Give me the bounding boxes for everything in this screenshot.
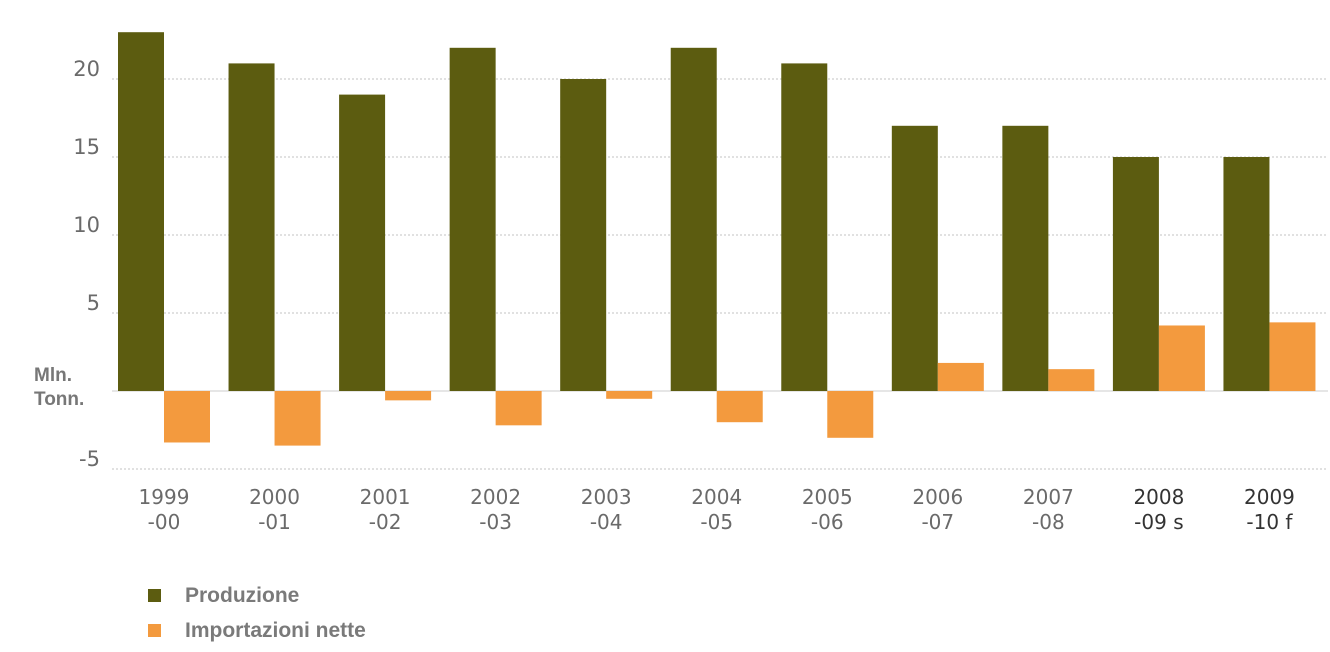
x-tick-label-year: 2008: [1133, 485, 1184, 509]
x-tick-label-season: -07: [921, 510, 954, 534]
bar-importazioni-nette: [495, 391, 542, 426]
y-tick-label: 15: [73, 135, 100, 159]
bar-importazioni-nette: [385, 391, 432, 401]
bar-importazioni-nette: [1048, 369, 1095, 391]
y-tick-label: 10: [73, 213, 100, 237]
y-axis-unit-label: Mln. Tonn.: [34, 364, 124, 412]
bar-produzione: [560, 79, 607, 391]
bar-importazioni-nette: [937, 362, 984, 391]
bar-produzione: [1112, 157, 1159, 391]
bar-importazioni-nette: [1158, 325, 1205, 391]
bar-importazioni-nette: [827, 391, 874, 438]
x-tick-label-year: 2000: [249, 485, 300, 509]
legend-swatch-produzione: [148, 589, 161, 602]
bar-importazioni-nette: [716, 391, 763, 423]
bar-produzione: [339, 94, 386, 391]
legend-item-produzione: Produzione: [148, 578, 366, 613]
bar-produzione: [1002, 125, 1049, 392]
x-tick-label-year: 2003: [581, 485, 632, 509]
bar-produzione: [228, 63, 275, 392]
legend-item-importazioni: Importazioni nette: [148, 613, 366, 648]
x-tick-label-season: -08: [1032, 510, 1065, 534]
x-tick-label-season: -05: [700, 510, 733, 534]
bar-produzione: [1223, 157, 1270, 391]
x-tick-label-season: -01: [258, 510, 291, 534]
x-tick-label-year: 2007: [1023, 485, 1074, 509]
y-tick-label: 20: [73, 57, 100, 81]
y-tick-label: 5: [87, 291, 100, 315]
y-tick-label: -5: [79, 447, 100, 471]
x-tick-label-season: -02: [369, 510, 402, 534]
bar-produzione: [891, 125, 938, 392]
x-tick-label-season: -09 s: [1134, 510, 1183, 534]
bar-importazioni-nette: [164, 391, 210, 443]
x-tick-label-season: -00: [148, 510, 181, 534]
x-tick-label-year: 2002: [470, 485, 521, 509]
x-tick-label-year: 2005: [802, 485, 853, 509]
legend-swatch-importazioni: [148, 624, 161, 637]
x-tick-label-year: 2004: [691, 485, 742, 509]
x-tick-label-year: 2006: [912, 485, 963, 509]
legend-label-produzione: Produzione: [185, 583, 300, 607]
bar-produzione: [670, 47, 717, 392]
bar-produzione: [118, 32, 164, 391]
x-tick-label-year: 2009: [1244, 485, 1295, 509]
bar-importazioni-nette: [1269, 322, 1316, 391]
x-tick-label-year: 1999: [139, 485, 190, 509]
x-tick-label-season: -04: [590, 510, 623, 534]
bar-importazioni-nette: [606, 391, 653, 399]
x-tick-label-year: 2001: [360, 485, 411, 509]
legend: Produzione Importazioni nette: [148, 578, 366, 648]
legend-label-importazioni: Importazioni nette: [185, 618, 366, 642]
bar-importazioni-nette: [274, 391, 321, 446]
x-tick-label-season: -06: [811, 510, 844, 534]
x-tick-label-season: -03: [479, 510, 512, 534]
y-axis-unit-line-2: Tonn.: [34, 389, 85, 410]
bar-produzione: [781, 63, 828, 392]
x-tick-label-season: -10 f: [1246, 510, 1293, 534]
y-axis-unit-line-1: Mln.: [34, 365, 72, 386]
bar-produzione: [449, 47, 496, 392]
